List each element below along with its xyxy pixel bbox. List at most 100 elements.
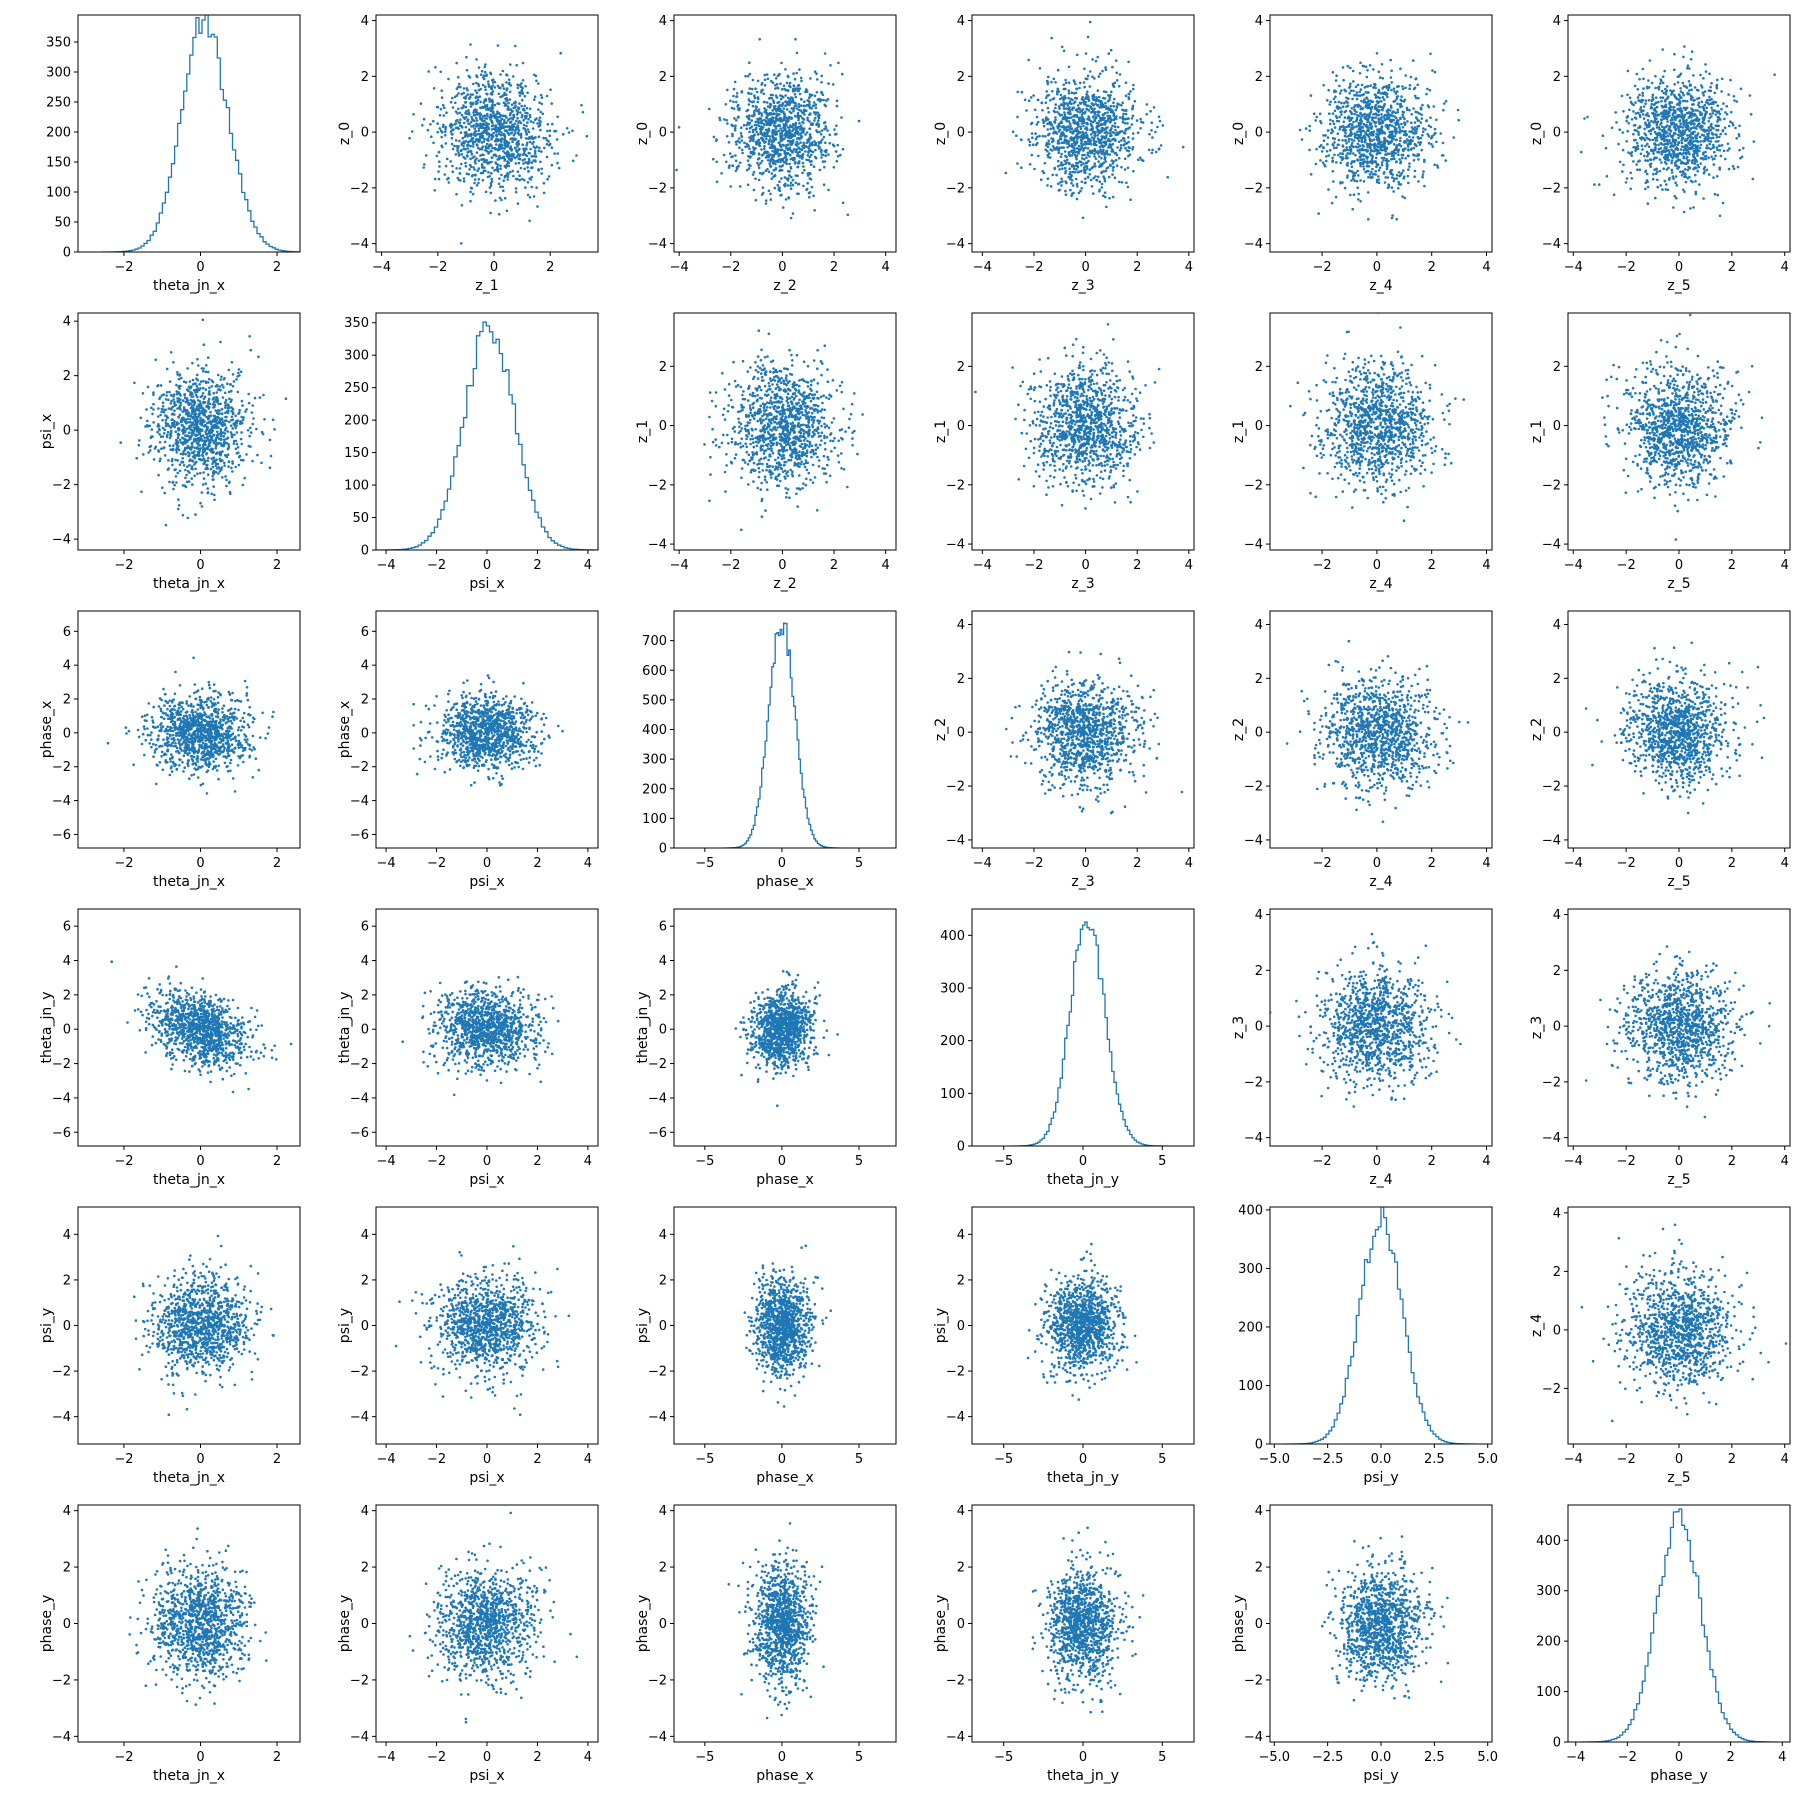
scatter-point <box>408 136 411 140</box>
scatter-point <box>1366 129 1369 132</box>
scatter-point <box>1115 131 1119 134</box>
scatter-point <box>809 178 813 181</box>
scatter-point <box>1150 129 1153 132</box>
scatter-point <box>771 119 775 122</box>
scatter-point <box>550 102 553 105</box>
scatter-point <box>545 139 549 142</box>
scatter-point <box>1376 128 1379 131</box>
scatter-point <box>799 109 803 112</box>
scatter-point <box>1349 152 1352 155</box>
scatter-point <box>729 185 732 188</box>
scatter-point <box>1346 116 1350 120</box>
scatter-point <box>771 93 774 97</box>
scatter-point <box>1705 106 1708 110</box>
scatter-point <box>1079 102 1082 105</box>
scatter-point <box>1708 112 1712 116</box>
scatter-point <box>780 165 783 168</box>
scatter-point <box>1106 99 1110 103</box>
scatter-point <box>1370 170 1373 174</box>
scatter-point <box>1367 218 1370 221</box>
scatter-point <box>1365 164 1369 168</box>
scatter-point <box>731 134 734 138</box>
scatter-point <box>1367 126 1370 129</box>
y-tick-label: 150 <box>46 156 71 171</box>
scatter-point <box>1084 96 1088 99</box>
scatter-point <box>1031 143 1035 146</box>
scatter-point <box>1636 168 1639 171</box>
scatter-point <box>516 86 520 89</box>
scatter-point <box>1154 150 1158 154</box>
scatter-point <box>1322 139 1326 142</box>
scatter-point <box>1094 157 1098 161</box>
scatter-point <box>462 180 466 183</box>
scatter-point <box>1067 142 1070 146</box>
scatter-point <box>545 142 549 146</box>
scatter-point <box>511 128 515 131</box>
scatter-point <box>1108 153 1112 156</box>
scatter-point <box>1413 129 1417 132</box>
scatter-point <box>778 113 781 116</box>
scatter-point <box>1112 104 1116 108</box>
scatter-point <box>447 181 451 184</box>
scatter-point <box>1327 129 1330 132</box>
scatter-point <box>1149 109 1152 113</box>
scatter-point <box>465 172 469 175</box>
scatter-point <box>454 122 458 125</box>
scatter-point <box>735 167 739 170</box>
scatter-point <box>484 99 488 102</box>
scatter-point <box>1078 108 1082 111</box>
scatter-point <box>773 160 777 163</box>
scatter-point <box>1335 161 1338 164</box>
scatter-point <box>522 123 526 127</box>
scatter-point <box>1351 160 1354 163</box>
scatter-point <box>1353 109 1356 112</box>
scatter-point <box>462 121 466 125</box>
scatter-point <box>778 104 782 107</box>
scatter-point <box>733 126 737 130</box>
scatter-point <box>757 166 761 170</box>
scatter-point <box>455 192 458 196</box>
scatter-point <box>823 150 827 153</box>
scatter-point <box>756 79 760 83</box>
scatter-point <box>776 152 779 155</box>
scatter-point <box>1700 86 1704 89</box>
scatter-point <box>1128 153 1132 156</box>
scatter-point <box>1060 141 1064 145</box>
scatter-point <box>1372 86 1375 89</box>
scatter-point <box>1062 49 1066 53</box>
scatter-point <box>464 140 468 143</box>
x-tick-label: −4 <box>372 260 391 275</box>
scatter-point <box>1422 127 1425 130</box>
scatter-point <box>1098 138 1101 141</box>
scatter-point <box>1086 147 1090 150</box>
scatter-point <box>1665 183 1668 186</box>
scatter-point <box>1078 135 1082 139</box>
scatter-point <box>1091 109 1095 112</box>
scatter-point <box>797 146 800 149</box>
scatter-point <box>780 88 784 91</box>
scatter-point <box>1059 137 1063 141</box>
scatter-point <box>1394 123 1398 126</box>
scatter-point <box>1401 195 1404 198</box>
scatter-point <box>806 181 809 185</box>
scatter-point <box>506 143 510 146</box>
scatter-point <box>1359 136 1362 139</box>
scatter-point <box>444 142 448 145</box>
scatter-point <box>1075 182 1079 186</box>
scatter-point <box>1689 207 1692 210</box>
scatter-point <box>1151 136 1154 139</box>
scatter-point <box>1408 87 1411 90</box>
scatter-point <box>477 167 481 170</box>
scatter-point <box>464 164 468 168</box>
scatter-point <box>466 93 470 96</box>
scatter-point <box>1393 126 1396 129</box>
scatter-point <box>799 76 803 80</box>
scatter-point <box>756 161 759 165</box>
scatter-point <box>490 149 493 153</box>
y-tick-label: −2 <box>648 181 667 196</box>
scatter-point <box>1321 146 1325 149</box>
scatter-point <box>505 209 509 213</box>
scatter-point <box>1083 140 1087 144</box>
scatter-point <box>464 111 467 115</box>
y-tick-label: 2 <box>1255 70 1263 85</box>
